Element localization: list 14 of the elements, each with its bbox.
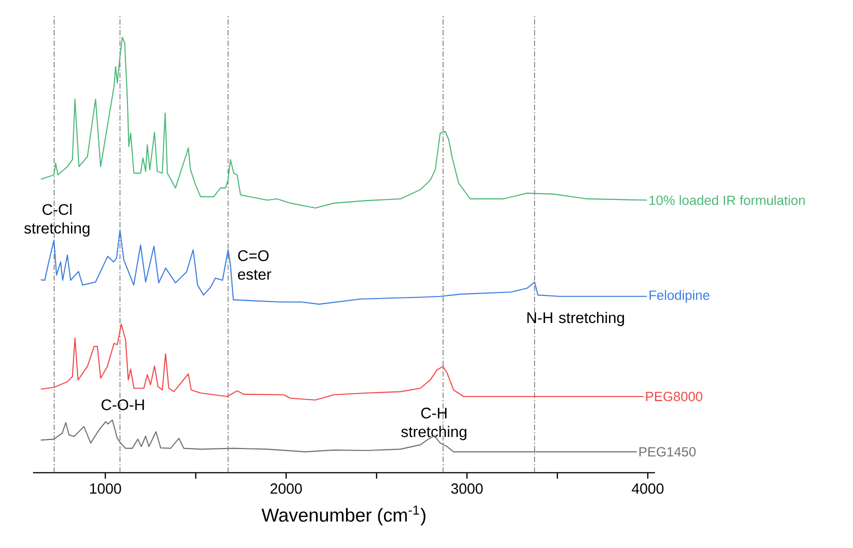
ref-line-label: C=O ester	[238, 250, 272, 280]
x-tick-label: 3000	[451, 483, 483, 494]
ref-line-label: N-H stretching	[527, 312, 624, 326]
ref-line-label: C-Cl stretching	[24, 204, 90, 237]
ref-line-label: C-O-H	[102, 399, 144, 410]
x-tick-label: 2000	[270, 483, 302, 494]
ref-line-label: C-H stretching	[401, 408, 466, 440]
series-label: Felodipine	[650, 290, 710, 303]
series-label: PEG8000	[646, 392, 702, 402]
x-tick-label: 1000	[90, 483, 122, 494]
series-label: 10% loaded IR formulation	[649, 195, 805, 206]
x-axis-title: Wavenumber (cm$^{-1}$)	[262, 506, 426, 526]
series-label: PEG1450	[639, 447, 696, 457]
x-tick-label: 4000	[632, 483, 664, 494]
